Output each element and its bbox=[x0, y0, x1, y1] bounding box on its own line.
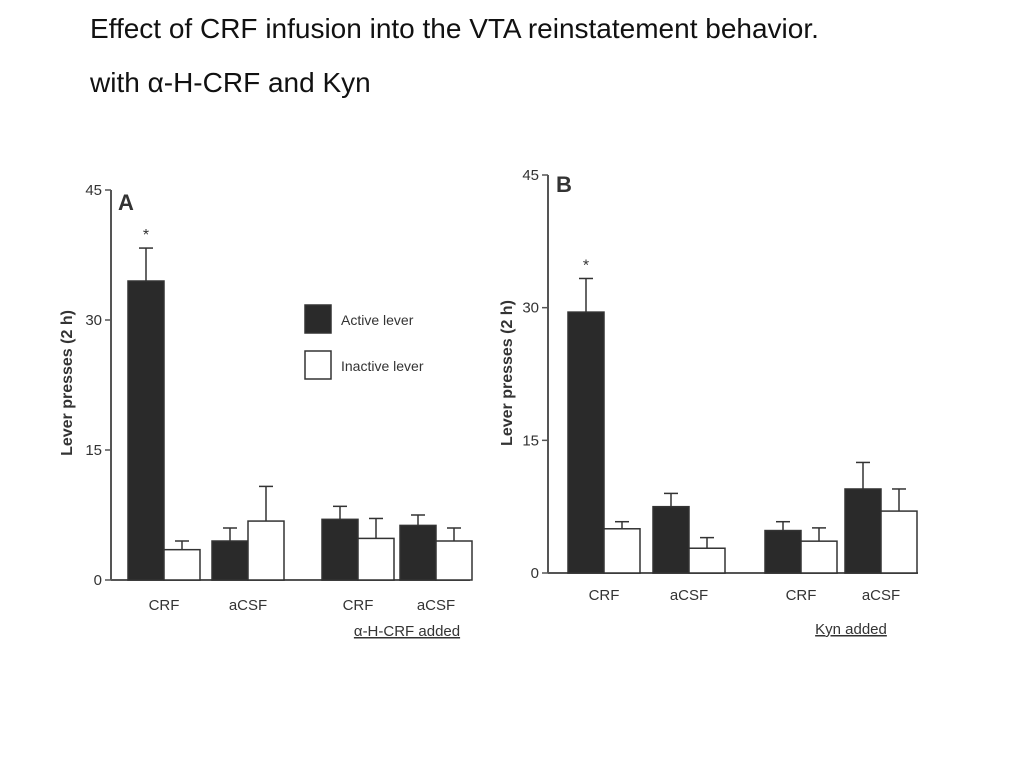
x-tick-label: CRF bbox=[343, 597, 374, 614]
figure-panels: 0 15 30 45 Lever presses (2 h) A CRF aCSF CRF aCS… bbox=[0, 0, 1024, 768]
inactive-lever-bar bbox=[604, 529, 640, 573]
significance-marker: * bbox=[143, 227, 149, 244]
legend-swatch-inactive bbox=[305, 351, 331, 379]
active-lever-bar bbox=[653, 507, 689, 573]
chart-panel-a: 0 15 30 45 Lever presses (2 h) A CRF aCSF CRF aCS… bbox=[59, 182, 472, 640]
active-lever-bar bbox=[128, 281, 164, 580]
y-tick-label: 0 bbox=[94, 572, 102, 589]
y-tick-label: 15 bbox=[522, 432, 539, 449]
inactive-lever-bar bbox=[436, 541, 472, 580]
active-lever-bar bbox=[212, 541, 248, 580]
active-lever-bar bbox=[400, 525, 436, 580]
panel-label: B bbox=[556, 172, 572, 197]
x-tick-label: CRF bbox=[589, 587, 620, 604]
x-tick-label: aCSF bbox=[417, 597, 455, 614]
x-tick-label: CRF bbox=[786, 587, 817, 604]
y-tick-label: 45 bbox=[522, 167, 539, 184]
inactive-lever-bar bbox=[248, 521, 284, 580]
y-tick-label: 0 bbox=[531, 565, 539, 582]
x-tick-label: CRF bbox=[149, 597, 180, 614]
active-lever-bar bbox=[322, 519, 358, 580]
active-lever-bar bbox=[765, 531, 801, 573]
inactive-lever-bar bbox=[358, 538, 394, 580]
chart-panel-b: 0 15 30 45 Lever presses (2 h) B CRF aCSF CRF aCS… bbox=[499, 167, 918, 638]
group-caption: α-H-CRF added bbox=[354, 623, 460, 640]
group-caption: Kyn added bbox=[815, 621, 887, 638]
legend: Active lever Inactive lever bbox=[305, 305, 424, 379]
x-tick-label: aCSF bbox=[229, 597, 267, 614]
y-axis-label: Lever presses (2 h) bbox=[499, 300, 516, 446]
inactive-lever-bar bbox=[801, 541, 837, 573]
active-lever-bar bbox=[568, 312, 604, 573]
legend-label: Inactive lever bbox=[341, 358, 424, 374]
panel-label: A bbox=[118, 190, 134, 215]
x-tick-label: aCSF bbox=[670, 587, 708, 604]
inactive-lever-bar bbox=[881, 511, 917, 573]
inactive-lever-bar bbox=[689, 548, 725, 573]
y-axis-label: Lever presses (2 h) bbox=[59, 310, 76, 456]
y-tick-label: 15 bbox=[85, 442, 102, 459]
active-lever-bar bbox=[845, 489, 881, 573]
legend-label: Active lever bbox=[341, 312, 414, 328]
y-tick-label: 30 bbox=[522, 300, 539, 317]
significance-marker: * bbox=[583, 257, 589, 274]
y-tick-label: 30 bbox=[85, 312, 102, 329]
y-tick-label: 45 bbox=[85, 182, 102, 199]
inactive-lever-bar bbox=[164, 550, 200, 580]
x-tick-label: aCSF bbox=[862, 587, 900, 604]
legend-swatch-active bbox=[305, 305, 331, 333]
